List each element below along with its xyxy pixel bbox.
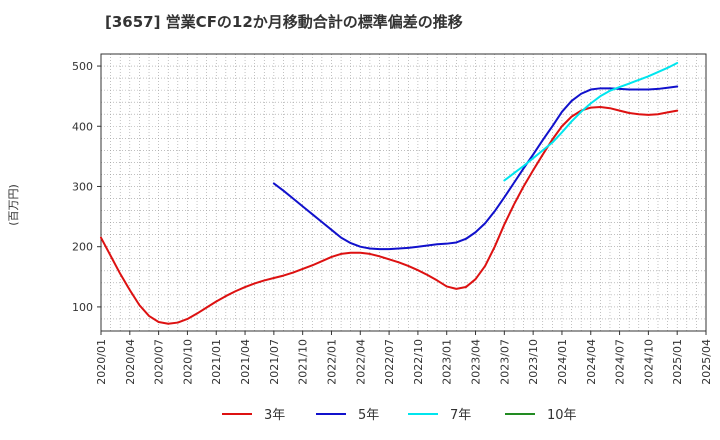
y-axis: 100 200 300 400 500 [72, 60, 101, 314]
x-tick-label: 2022/01 [325, 339, 338, 385]
x-tick-label: 2021/07 [268, 339, 281, 385]
x-tick-label: 2020/04 [124, 339, 137, 385]
legend-label: 10年 [547, 408, 577, 423]
x-tick-label: 2024/10 [642, 339, 655, 385]
chart-title: [3657] 営業CFの12か月移動合計の標準偏差の推移 [105, 13, 463, 31]
y-tick-label: 100 [72, 301, 93, 314]
x-tick-label: 2020/10 [181, 339, 194, 385]
x-tick-label: 2022/04 [354, 339, 367, 385]
legend-label: 5年 [358, 408, 379, 423]
plot-area-frame [100, 53, 707, 332]
x-tick-label: 2023/07 [498, 339, 511, 385]
x-tick-label: 2024/07 [614, 339, 627, 385]
x-tick-label: 2023/01 [441, 339, 454, 385]
x-tick-label: 2020/01 [95, 339, 108, 385]
x-tick-label: 2025/01 [671, 339, 684, 385]
x-tick-label: 2023/04 [470, 339, 483, 385]
x-tick-label: 2025/04 [700, 339, 713, 385]
series-line-5年 [272, 85, 679, 251]
x-tick-label: 2024/01 [556, 339, 569, 385]
legend: 3年 5年 7年 10年 [222, 408, 577, 423]
y-tick-label: 400 [72, 120, 93, 133]
x-tick-label: 2022/07 [383, 339, 396, 385]
x-axis: 2020/01 2020/04 2020/07 2020/10 2021/01 2021/… [95, 331, 713, 385]
x-tick-label: 2020/07 [153, 339, 166, 385]
y-tick-label: 200 [72, 241, 93, 254]
legend-label: 3年 [264, 408, 285, 423]
x-tick-label: 2024/04 [585, 339, 598, 385]
series-line-7年 [503, 62, 679, 182]
x-tick-label: 2022/10 [412, 339, 425, 385]
y-tick-label: 500 [72, 60, 93, 73]
x-tick-label: 2021/01 [210, 339, 223, 385]
y-axis-label: (百万円) [7, 184, 20, 226]
legend-label: 7年 [450, 408, 471, 423]
y-tick-label: 300 [72, 180, 93, 193]
x-tick-label: 2021/10 [297, 339, 310, 385]
grid [101, 54, 706, 331]
x-tick-label: 2023/10 [527, 339, 540, 385]
x-tick-label: 2021/04 [239, 339, 252, 385]
series-lines [100, 62, 679, 325]
